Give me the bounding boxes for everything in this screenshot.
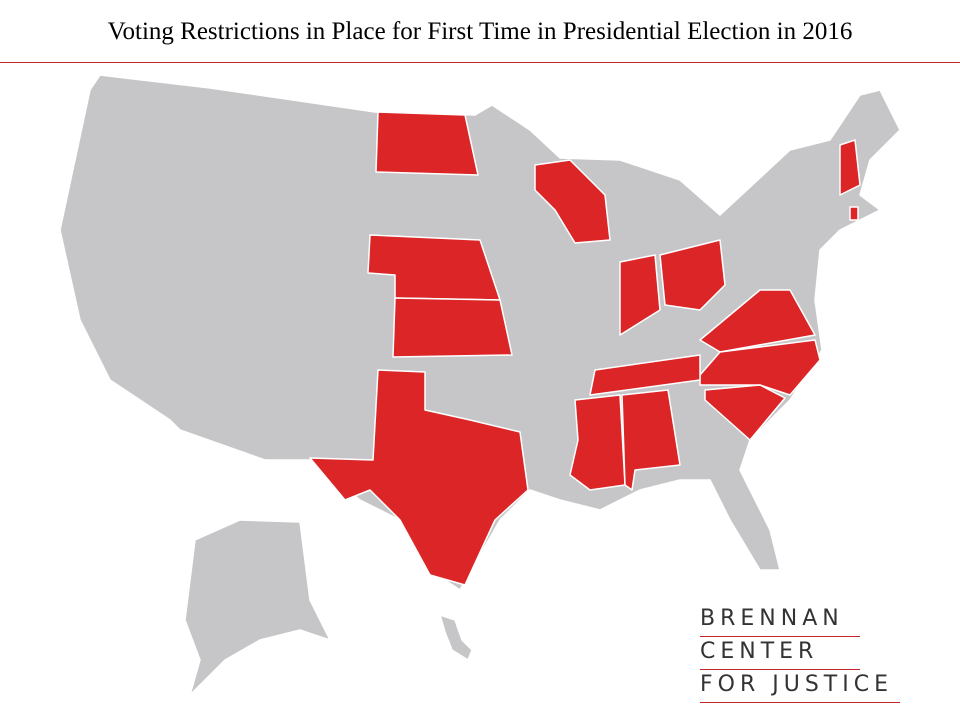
- state-highlight: [699, 339, 821, 396]
- title-rule: [0, 62, 960, 63]
- state-highlight: [375, 111, 479, 176]
- logo: BRENNAN CENTER FOR JUSTICE: [700, 606, 900, 705]
- state-highlight: [621, 389, 681, 491]
- hawaii: [439, 614, 473, 661]
- alaska: [184, 519, 331, 696]
- state-highlight: [619, 254, 661, 336]
- state-highlight: [569, 394, 626, 491]
- state-highlight: [659, 239, 726, 311]
- logo-line: BRENNAN: [700, 606, 860, 637]
- state-highlight: [589, 354, 701, 396]
- state-highlight: [704, 384, 786, 441]
- state-highlight: [392, 297, 513, 358]
- state-highlight: [309, 369, 529, 586]
- state-highlight: [699, 289, 816, 353]
- state-highlight: [839, 139, 861, 196]
- state-highlight: [849, 206, 859, 221]
- title: Voting Restrictions in Place for First T…: [107, 18, 853, 45]
- logo-line: FOR JUSTICE: [700, 672, 900, 703]
- logo-line: CENTER: [700, 639, 860, 670]
- state-highlight: [534, 159, 611, 244]
